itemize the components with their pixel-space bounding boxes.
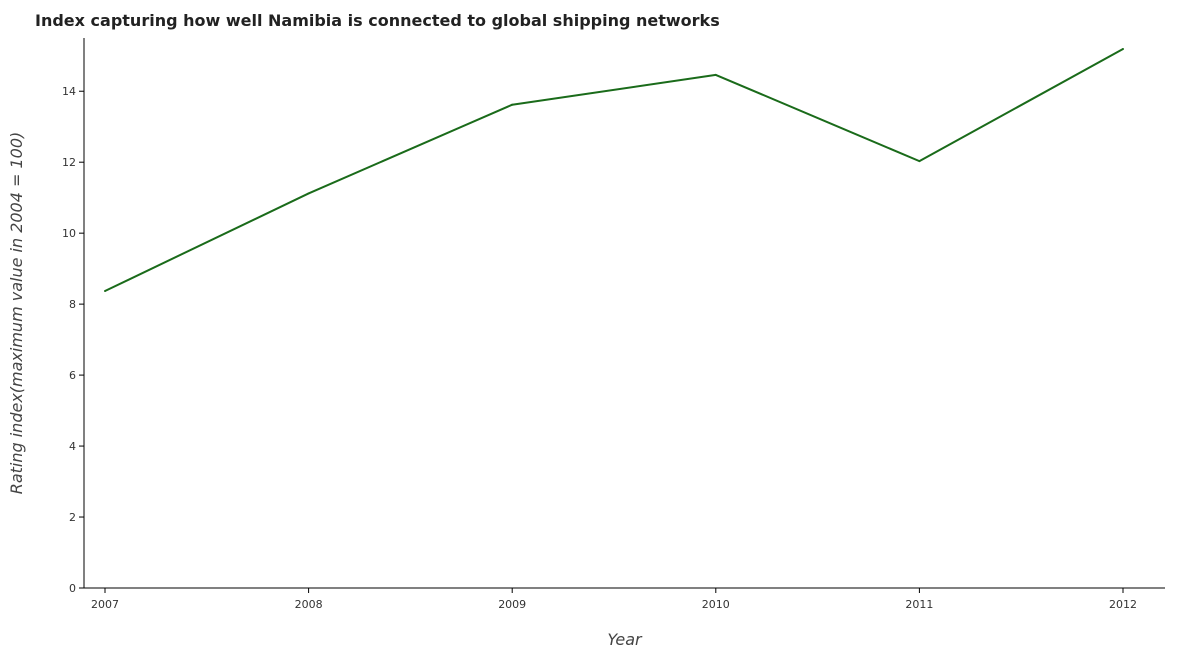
- x-tick-label: 2012: [1109, 598, 1137, 611]
- y-axis-title: Rating index(maximum value in 2004 = 100…: [7, 132, 26, 495]
- x-tick-label: 2007: [91, 598, 119, 611]
- x-tick-label: 2008: [295, 598, 323, 611]
- axes: [83, 38, 1165, 589]
- x-tick-label: 2010: [702, 598, 730, 611]
- y-tick-label: 6: [69, 369, 76, 382]
- data-point: [918, 160, 921, 163]
- data-point: [104, 290, 106, 292]
- data-point: [511, 103, 514, 106]
- data-point: [307, 192, 310, 195]
- y-tick-label: 10: [62, 227, 76, 240]
- y-ticks: 0 2 4 6 8 10 12 14: [62, 85, 84, 595]
- y-tick-label: 14: [62, 85, 76, 98]
- x-axis-title: Year: [607, 630, 643, 649]
- data-point: [714, 73, 717, 76]
- data-point: [1122, 48, 1124, 50]
- chart-title: Index capturing how well Namibia is conn…: [35, 11, 720, 30]
- series-layer: [104, 48, 1124, 292]
- x-tick-label: 2009: [498, 598, 526, 611]
- y-tick-label: 12: [62, 156, 76, 169]
- y-tick-label: 4: [69, 440, 76, 453]
- y-tick-label: 0: [69, 582, 76, 595]
- series-line: [104, 48, 1124, 292]
- x-ticks: 2007 2008 2009 2010 2011 2012: [91, 588, 1137, 611]
- y-tick-label: 2: [69, 511, 76, 524]
- y-tick-label: 8: [69, 298, 76, 311]
- x-tick-label: 2011: [905, 598, 933, 611]
